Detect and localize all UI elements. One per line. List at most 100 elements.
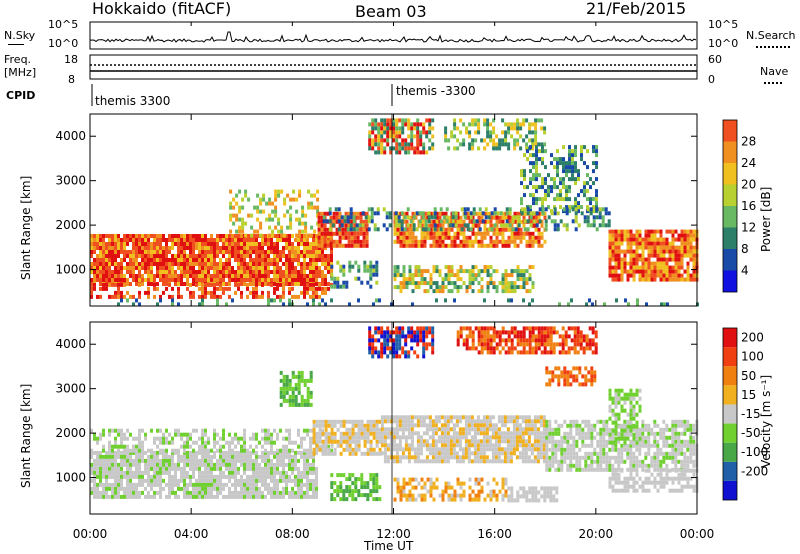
velocity-panel-cell (120, 440, 123, 445)
power-panel-cell (653, 253, 657, 258)
velocity-panel-cell (357, 493, 361, 498)
velocity-panel-cell (458, 447, 462, 452)
power-panel-cell (413, 122, 417, 127)
power-panel-cell (309, 278, 312, 282)
power-panel-cell (553, 177, 556, 182)
power-panel-cell (462, 269, 466, 274)
velocity-panel-cell (201, 458, 204, 463)
power-panel-cell (513, 269, 517, 274)
velocity-panel-cell (204, 454, 207, 459)
velocity-panel-cell (132, 448, 135, 453)
power-panel-cell (225, 262, 228, 266)
power-panel-cell (504, 269, 508, 274)
power-panel-cell (499, 223, 503, 228)
power-panel-cell (540, 223, 544, 228)
power-panel-cell (195, 246, 198, 250)
velocity-panel-cell (114, 444, 117, 449)
power-panel-cell (617, 237, 621, 242)
velocity-panel-cell (354, 477, 358, 482)
power-panel-cell (309, 294, 312, 299)
velocity-panel-cell (524, 447, 528, 452)
power-panel-cell (348, 260, 352, 265)
power-panel-cell (274, 213, 278, 218)
power-panel-cell (601, 223, 605, 228)
velocity-panel-cell (348, 447, 352, 452)
power-panel-cell (165, 258, 168, 262)
velocity-panel-cell (440, 439, 444, 444)
velocity-panel-cell (216, 432, 219, 437)
power-panel-cell (262, 209, 266, 214)
power-panel-cell (183, 238, 186, 242)
power-panel-cell (153, 278, 156, 282)
power-panel-cell (535, 189, 538, 194)
velocity-panel-cell (512, 447, 516, 452)
velocity-panel-cell (258, 440, 261, 445)
power-panel-cell (558, 302, 561, 307)
power-panel-cell (90, 246, 93, 250)
velocity-panel-cell (216, 482, 219, 487)
power-panel-cell (400, 223, 404, 228)
power-panel-cell (423, 231, 427, 236)
power-panel-cell (329, 223, 333, 228)
velocity-panel-cell (476, 459, 480, 464)
velocity-panel-cell (428, 443, 432, 448)
power-panel-cell (330, 254, 333, 258)
power-panel-cell (468, 235, 472, 240)
power-panel-cell (270, 278, 273, 282)
power-panel-cell (159, 234, 162, 238)
velocity-panel-cell (111, 474, 114, 479)
power-panel-cell (586, 181, 589, 186)
power-panel-cell (508, 207, 512, 212)
power-panel-cell (438, 223, 442, 228)
velocity-panel-cell (354, 423, 358, 428)
power-panel-cell (626, 249, 630, 254)
power-panel-cell (219, 258, 222, 262)
power-panel-cell (528, 122, 532, 127)
power-panel-cell (365, 227, 369, 232)
power-panel-cell (414, 235, 418, 240)
velocity-panel-cell (216, 462, 219, 467)
power-panel-cell (435, 211, 439, 216)
power-panel-cell (237, 270, 240, 274)
velocity-panel-cell (96, 450, 99, 455)
velocity-panel-cell (300, 490, 303, 495)
velocity-panel-cell (407, 455, 411, 460)
velocity-panel-cell (446, 447, 450, 452)
velocity-panel-cell (207, 440, 210, 445)
power-panel-cell (297, 278, 300, 282)
power-panel-cell (99, 262, 102, 266)
velocity-panel-cell (375, 485, 379, 490)
velocity-panel-cell (401, 419, 405, 424)
velocity-panel-cell (204, 486, 207, 491)
velocity-panel-cell (506, 455, 510, 460)
power-panel-cell (162, 274, 165, 278)
power-panel-cell (504, 142, 508, 147)
power-panel-cell (450, 273, 454, 278)
power-panel-cell (247, 213, 251, 218)
power-panel-cell (544, 219, 548, 224)
power-panel-cell (516, 130, 520, 135)
power-panel-cell (677, 237, 681, 242)
velocity-panel-cell (270, 432, 273, 437)
velocity-panel-cell (392, 439, 396, 444)
power-panel-cell (120, 298, 123, 303)
velocity-panel-cell (330, 493, 334, 498)
velocity-panel-cell (312, 486, 315, 491)
velocity-panel-cell (342, 439, 346, 444)
velocity-panel-cell (90, 428, 93, 433)
power-panel-cell (267, 282, 270, 286)
velocity-panel-cell (270, 462, 273, 467)
power-panel-cell (389, 150, 393, 155)
velocity-panel-cell (228, 440, 231, 445)
power-panel-cell (261, 294, 264, 299)
velocity-panel-cell (198, 450, 201, 455)
velocity-panel-cell (150, 466, 153, 471)
velocity-panel-cell (315, 494, 318, 499)
velocity-panel-cell (506, 427, 510, 432)
power-panel-cell (486, 285, 490, 290)
power-panel-cell (195, 270, 198, 274)
power-panel-cell (216, 238, 219, 242)
velocity-panel-cell (369, 489, 373, 494)
power-panel-cell (189, 242, 192, 246)
power-panel-cell (534, 227, 538, 232)
